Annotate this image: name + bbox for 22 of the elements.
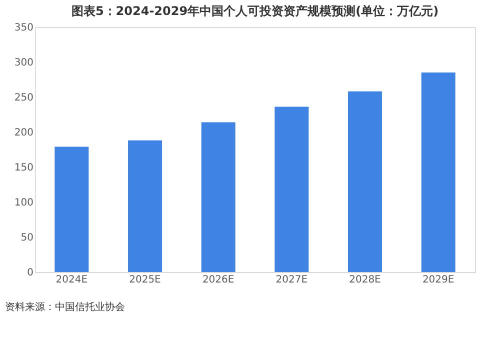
y-tick-label: 100: [14, 198, 34, 208]
bar: [128, 140, 162, 272]
x-tick-label: 2028E: [349, 274, 381, 286]
bar: [274, 106, 309, 272]
y-tick-label: 250: [14, 92, 34, 104]
text: 资料来源：中国信托业协会: [5, 301, 125, 313]
y-tick-label: 50: [20, 232, 34, 244]
bar: [421, 72, 456, 272]
y-tick-label: 300: [14, 58, 34, 68]
x-tick-label: 2027E: [276, 274, 308, 286]
bar: [54, 146, 89, 272]
y-tick-label: 200: [14, 128, 34, 138]
chart-title: 图表5：2024-2029年中国个人可投资资产规模预测(单位：万亿元): [71, 4, 439, 18]
y-tick-label: 0: [27, 268, 34, 278]
x-tick-label: 2024E: [56, 274, 88, 286]
bar: [201, 122, 236, 272]
y-tick-label: 350: [14, 22, 34, 34]
x-tick-label: 2026E: [202, 274, 234, 286]
x-tick-label: 2029E: [422, 274, 454, 286]
y-tick-label: 150: [14, 162, 34, 174]
bar: [348, 91, 382, 272]
x-tick-label: 2025E: [129, 274, 161, 286]
